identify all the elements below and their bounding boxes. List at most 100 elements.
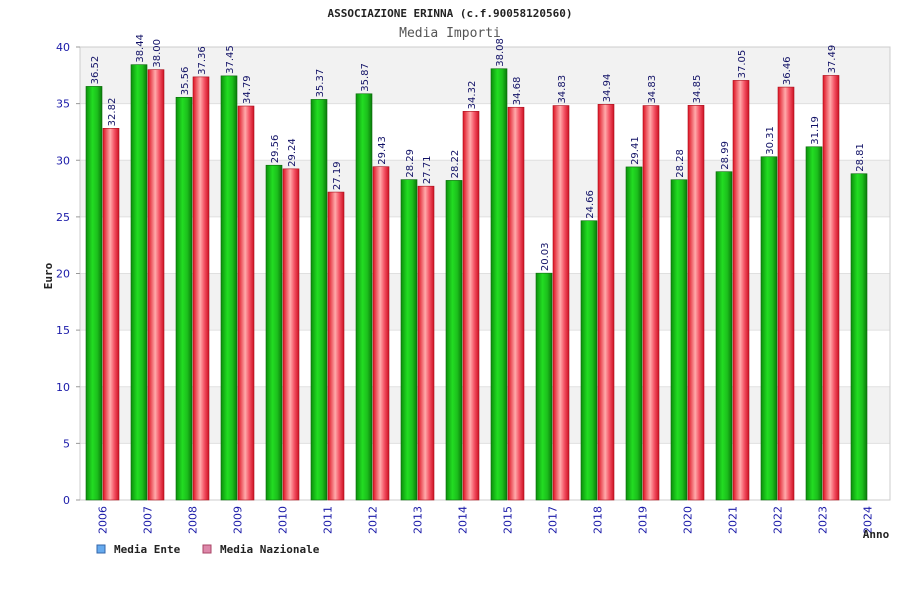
legend-swatch-media-nazionale [202, 544, 212, 554]
bar-media-nazionale-2006 [102, 128, 120, 501]
value-label-media-ente-2012: 35.87 [360, 63, 371, 92]
bar-media-nazionale-2022 [777, 86, 795, 501]
bar-media-nazionale-2007 [147, 69, 165, 501]
y-axis: 0 5 10 15 20 25 30 35 40 [56, 41, 80, 507]
value-label-media-ente-2007: 38.44 [135, 34, 146, 63]
y-tick-label: 40 [56, 41, 70, 54]
value-label-media-ente-2009: 37.45 [225, 45, 236, 74]
bar-media-ente-2021 [715, 171, 733, 501]
bar-media-nazionale-2023 [822, 75, 840, 501]
value-label-media-ente-2017: 20.03 [540, 243, 551, 272]
bar-media-nazionale-2012 [372, 166, 390, 501]
x-tick-label: 2019 [637, 506, 650, 534]
x-tick-label: 2021 [727, 506, 740, 534]
x-tick-label: 2009 [232, 506, 245, 534]
value-label-media-ente-2006: 36.52 [90, 56, 101, 85]
bar-media-ente-2020 [670, 179, 688, 501]
value-label-media-nazionale-2022: 36.46 [782, 56, 793, 85]
bar-media-ente-2010 [265, 164, 283, 501]
value-label-media-nazionale-2019: 34.83 [647, 75, 658, 104]
x-tick-label: 2018 [592, 506, 605, 534]
y-tick-label: 5 [63, 437, 70, 450]
bar-media-ente-2013 [400, 179, 418, 501]
value-label-media-ente-2023: 31.19 [810, 116, 821, 145]
value-label-media-ente-2022: 30.31 [765, 126, 776, 155]
value-label-media-nazionale-2009: 34.79 [242, 75, 253, 104]
bar-media-ente-2019 [625, 166, 643, 501]
value-label-media-ente-2013: 28.29 [405, 149, 416, 178]
plot-background [79, 46, 891, 501]
x-tick-label: 2023 [817, 506, 830, 534]
bar-media-nazionale-2015 [507, 106, 525, 501]
legend-label-media-nazionale: Media Nazionale [220, 543, 320, 556]
y-tick-label: 20 [56, 268, 70, 281]
bar-media-ente-2015 [490, 68, 508, 501]
legend: Media Ente Media Nazionale [96, 543, 320, 556]
bar-media-ente-2006 [85, 86, 103, 501]
value-label-media-ente-2010: 29.56 [270, 135, 281, 164]
value-label-media-nazionale-2020: 34.85 [692, 75, 703, 104]
x-tick-label: 2011 [322, 506, 335, 534]
grid-band [80, 386, 890, 444]
bar-media-nazionale-2009 [237, 105, 255, 501]
value-label-media-nazionale-2008: 37.36 [197, 46, 208, 75]
bar-media-ente-2007 [130, 64, 148, 501]
bar-media-nazionale-2014 [462, 111, 480, 501]
bar-media-ente-2023 [805, 146, 823, 501]
x-axis: 2006 2007 2008 2009 2010 2011 2012 2013 2014 2015… [97, 506, 875, 534]
x-tick-label: 2017 [547, 506, 560, 534]
x-tick-label: 2014 [457, 506, 470, 534]
value-label-media-ente-2019: 29.41 [630, 136, 641, 165]
y-axis-label: Euro [42, 262, 55, 289]
bar-media-ente-2008 [175, 96, 193, 501]
x-tick-label: 2024 [862, 506, 875, 534]
bar-media-ente-2024 [850, 173, 868, 501]
value-label-media-ente-2011: 35.37 [315, 69, 326, 98]
bar-media-nazionale-2019 [642, 105, 660, 501]
bar-media-nazionale-2010 [282, 168, 300, 501]
legend-swatch-media-ente [96, 544, 106, 554]
value-label-media-nazionale-2021: 37.05 [737, 50, 748, 79]
value-label-media-nazionale-2015: 34.68 [512, 77, 523, 106]
bar-media-nazionale-2011 [327, 191, 345, 501]
bar-media-nazionale-2018 [597, 104, 615, 501]
legend-label-media-ente: Media Ente [114, 543, 181, 556]
bar-media-nazionale-2008 [192, 76, 210, 501]
y-tick-label: 10 [56, 381, 70, 394]
value-label-media-ente-2018: 24.66 [585, 190, 596, 219]
value-label-media-ente-2008: 35.56 [180, 67, 191, 96]
grid-band [80, 160, 890, 217]
value-label-media-nazionale-2006: 32.82 [107, 98, 118, 127]
value-label-media-nazionale-2007: 38.00 [152, 39, 163, 68]
bar-media-ente-2018 [580, 220, 598, 501]
value-label-media-ente-2014: 28.22 [450, 150, 461, 179]
x-tick-label: 2006 [97, 506, 110, 534]
y-tick-label: 0 [63, 494, 70, 507]
value-label-media-ente-2015: 38.08 [495, 38, 506, 67]
x-tick-label: 2022 [772, 506, 785, 534]
value-label-media-nazionale-2023: 37.49 [827, 45, 838, 74]
grid-band [80, 273, 890, 331]
bars [85, 64, 868, 501]
bar-media-nazionale-2013 [417, 185, 435, 501]
value-label-media-nazionale-2013: 27.71 [422, 156, 433, 185]
x-tick-label: 2020 [682, 506, 695, 534]
y-tick-label: 30 [56, 154, 70, 167]
x-tick-label: 2007 [142, 506, 155, 534]
x-tick-label: 2015 [502, 506, 515, 534]
value-label-media-nazionale-2018: 34.94 [602, 74, 613, 103]
chart-title: ASSOCIAZIONE ERINNA (c.f.90058120560) [327, 7, 572, 20]
bar-media-ente-2012 [355, 93, 373, 501]
value-labels: 36.52 32.82 38.44 38.00 35.56 37.36 37.45 34.79… [90, 34, 866, 271]
value-label-media-nazionale-2011: 27.19 [332, 161, 343, 190]
y-tick-label: 25 [56, 211, 70, 224]
bar-media-nazionale-2020 [687, 105, 705, 501]
value-label-media-nazionale-2014: 34.32 [467, 81, 478, 110]
y-tick-label: 15 [56, 324, 70, 337]
bar-media-nazionale-2021 [732, 80, 750, 501]
value-label-media-nazionale-2017: 34.83 [557, 75, 568, 104]
bar-media-ente-2009 [220, 75, 238, 501]
value-label-media-ente-2020: 28.28 [675, 149, 686, 178]
